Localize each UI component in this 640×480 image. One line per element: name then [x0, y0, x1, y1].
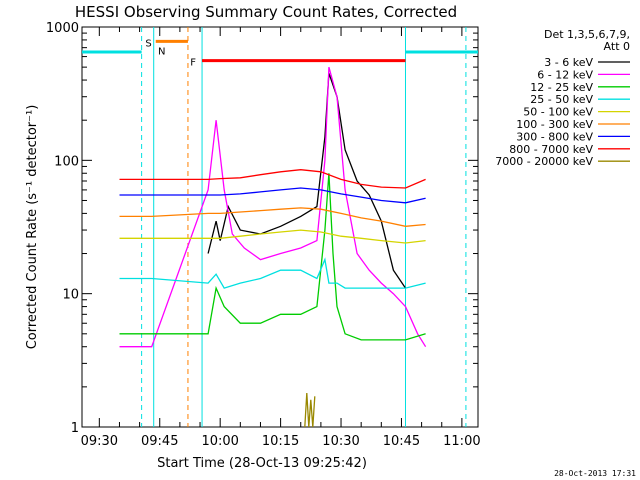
plot-area: SN F: [81, 26, 479, 428]
series-line-7: [119, 169, 426, 189]
series-line-2: [119, 173, 426, 341]
x-tick-label: 10:00: [201, 434, 238, 449]
flag-n: N: [158, 46, 165, 57]
legend-label: 25 - 50 keV: [530, 93, 593, 106]
chart-title: HESSI Observing Summary Count Rates, Cor…: [75, 3, 457, 21]
legend-label: 300 - 800 keV: [516, 130, 593, 143]
legend-header-line1: Det 1,3,5,6,7,9,: [544, 28, 630, 41]
y-axis-label: Corrected Count Rate (s⁻¹ detector⁻¹): [25, 105, 40, 350]
x-axis-label: Start Time (28-Oct-13 09:25:42): [157, 456, 367, 471]
series-line-1: [119, 66, 427, 348]
y-tick-label: 1000: [46, 21, 79, 36]
legend-label: 800 - 7000 keV: [509, 143, 593, 156]
segment-boundaries: [141, 27, 467, 427]
legend-label: 7000 - 20000 keV: [495, 155, 593, 168]
timestamp: 28-Oct-2013 17:31: [554, 469, 636, 478]
series-line-4: [119, 229, 426, 244]
legend-header-line2: Att 0: [604, 40, 630, 53]
y-axis: 1 10 100 1000: [46, 21, 478, 436]
legend-label: 3 - 6 keV: [544, 56, 593, 69]
x-tick-label: 09:45: [141, 434, 178, 449]
legend-label: 100 - 300 keV: [516, 118, 593, 131]
series-line-5: [119, 207, 426, 227]
x-axis: 09:30 09:45 10:00 10:15 10:30 10:45 11:00: [81, 27, 481, 449]
legend-label: 6 - 12 keV: [537, 68, 593, 81]
series-lines: [119, 66, 427, 428]
x-tick-label: 10:45: [383, 434, 420, 449]
series-line-8: [304, 392, 316, 428]
event-bars: [82, 39, 478, 63]
x-tick-label: 09:30: [81, 434, 118, 449]
flag-s: S: [145, 38, 151, 49]
series-line-6: [119, 187, 426, 204]
x-tick-label: 10:30: [322, 434, 359, 449]
series-line-0: [207, 72, 407, 289]
y-tick-label: 100: [54, 154, 79, 169]
legend-label: 12 - 25 keV: [530, 81, 593, 94]
x-tick-label: 11:00: [443, 434, 480, 449]
x-tick-label: 10:15: [262, 434, 299, 449]
y-tick-label: 10: [62, 288, 79, 303]
event-flags: SN F: [145, 38, 196, 68]
plot-frame: [81, 26, 479, 428]
y-tick-label: 1: [71, 421, 79, 436]
flag-f: F: [190, 58, 196, 69]
series-line-3: [119, 257, 426, 289]
legend-label: 50 - 100 keV: [523, 106, 593, 119]
